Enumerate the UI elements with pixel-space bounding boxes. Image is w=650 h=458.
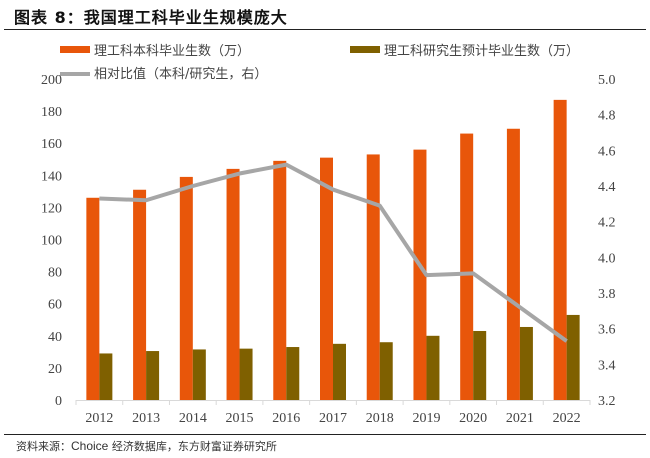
bar-undergrad bbox=[366, 154, 380, 400]
left-tick-label: 180 bbox=[41, 105, 62, 120]
title-divider bbox=[4, 29, 646, 30]
chart-title: 图表 8：我国理工科毕业生规模庞大 bbox=[14, 8, 288, 27]
source-en: Choice bbox=[71, 439, 109, 453]
source-divider bbox=[4, 434, 646, 435]
bar-grad bbox=[99, 353, 113, 400]
right-tick-label: 4.4 bbox=[598, 180, 616, 195]
x-tick-label: 2014 bbox=[179, 411, 207, 426]
x-tick-label: 2021 bbox=[506, 411, 534, 426]
ratio-line bbox=[99, 162, 568, 343]
left-tick-label: 60 bbox=[48, 298, 62, 313]
bar-undergrad bbox=[506, 128, 520, 400]
bar-undergrad bbox=[86, 197, 100, 400]
bar-undergrad bbox=[133, 189, 147, 400]
bar-grad bbox=[333, 343, 346, 400]
right-tick-label: 5.0 bbox=[598, 73, 616, 88]
left-tick-label: 140 bbox=[41, 169, 62, 184]
right-tick-label: 3.2 bbox=[598, 394, 616, 409]
x-tick-label: 2018 bbox=[366, 411, 394, 426]
right-tick-label: 4.2 bbox=[598, 216, 616, 231]
source-rest: 经济数据库，东方财富证券研究所 bbox=[108, 440, 277, 453]
x-tick-label: 2020 bbox=[459, 411, 487, 426]
bar-grad bbox=[473, 330, 487, 400]
bar-undergrad bbox=[460, 133, 474, 400]
right-axis: 3.2 3.4 3.6 3.8 4.0 4.2 4.4 4.6 4.8 5.0 bbox=[598, 73, 616, 409]
undergrad-bars bbox=[86, 99, 567, 401]
legend: 理工科本科毕业生数（万） 理工科研究生预计毕业生数（万） 相对比值（本科/研究生… bbox=[60, 44, 579, 82]
x-tick-label: 2013 bbox=[132, 411, 160, 426]
right-tick-label: 4.0 bbox=[598, 251, 616, 266]
x-tick-label: 2015 bbox=[226, 411, 254, 426]
bar-undergrad bbox=[179, 176, 193, 400]
x-tick-label: 2017 bbox=[319, 411, 347, 426]
left-tick-label: 20 bbox=[48, 362, 62, 377]
x-tick-label: 2019 bbox=[412, 411, 440, 426]
bar-undergrad bbox=[273, 160, 287, 400]
right-tick-label: 4.8 bbox=[598, 109, 616, 124]
grad-bars bbox=[99, 314, 580, 400]
bar-grad bbox=[379, 342, 393, 400]
bar-grad bbox=[146, 351, 160, 400]
bar-undergrad bbox=[226, 168, 240, 400]
left-tick-label: 120 bbox=[41, 201, 62, 216]
bar-grad bbox=[286, 347, 300, 400]
x-axis: 2012 2013 2014 2015 2016 2017 2018 2019 2020 2021… bbox=[75, 400, 591, 426]
bar-grad bbox=[566, 314, 580, 400]
legend-label-undergrad: 理工科本科毕业生数（万） bbox=[94, 44, 250, 59]
left-tick-label: 100 bbox=[41, 234, 62, 249]
x-tick-label: 2012 bbox=[85, 411, 113, 426]
x-tick-label: 2016 bbox=[272, 411, 300, 426]
right-tick-label: 3.8 bbox=[598, 287, 616, 302]
bar-grad bbox=[519, 326, 533, 400]
legend-label-grad: 理工科研究生预计毕业生数（万） bbox=[384, 44, 579, 59]
bar-grad bbox=[192, 349, 206, 400]
bar-undergrad bbox=[413, 149, 427, 400]
left-tick-label: 160 bbox=[41, 137, 62, 152]
source-note: 资料来源：Choice 经济数据库，东方财富证券研究所 bbox=[16, 438, 277, 454]
right-tick-label: 3.4 bbox=[598, 358, 616, 373]
legend-swatch-undergrad bbox=[60, 46, 90, 53]
right-tick-label: 4.6 bbox=[598, 144, 616, 159]
left-tick-label: 80 bbox=[48, 266, 62, 281]
bar-undergrad bbox=[553, 99, 567, 401]
bar-grad bbox=[426, 335, 440, 400]
left-tick-label: 200 bbox=[41, 73, 62, 88]
x-tick-label: 2022 bbox=[553, 411, 581, 426]
left-axis: 0 20 40 60 80 100 120 140 160 180 200 bbox=[41, 73, 62, 409]
left-tick-label: 0 bbox=[55, 394, 62, 409]
bar-undergrad bbox=[320, 157, 333, 400]
right-tick-label: 3.6 bbox=[598, 323, 616, 338]
legend-swatch-grad bbox=[350, 46, 380, 53]
legend-label-ratio: 相对比值（本科/研究生，右） bbox=[94, 66, 267, 82]
bar-grad bbox=[239, 348, 253, 400]
left-tick-label: 40 bbox=[48, 330, 62, 345]
source-prefix: 资料来源： bbox=[16, 440, 71, 453]
